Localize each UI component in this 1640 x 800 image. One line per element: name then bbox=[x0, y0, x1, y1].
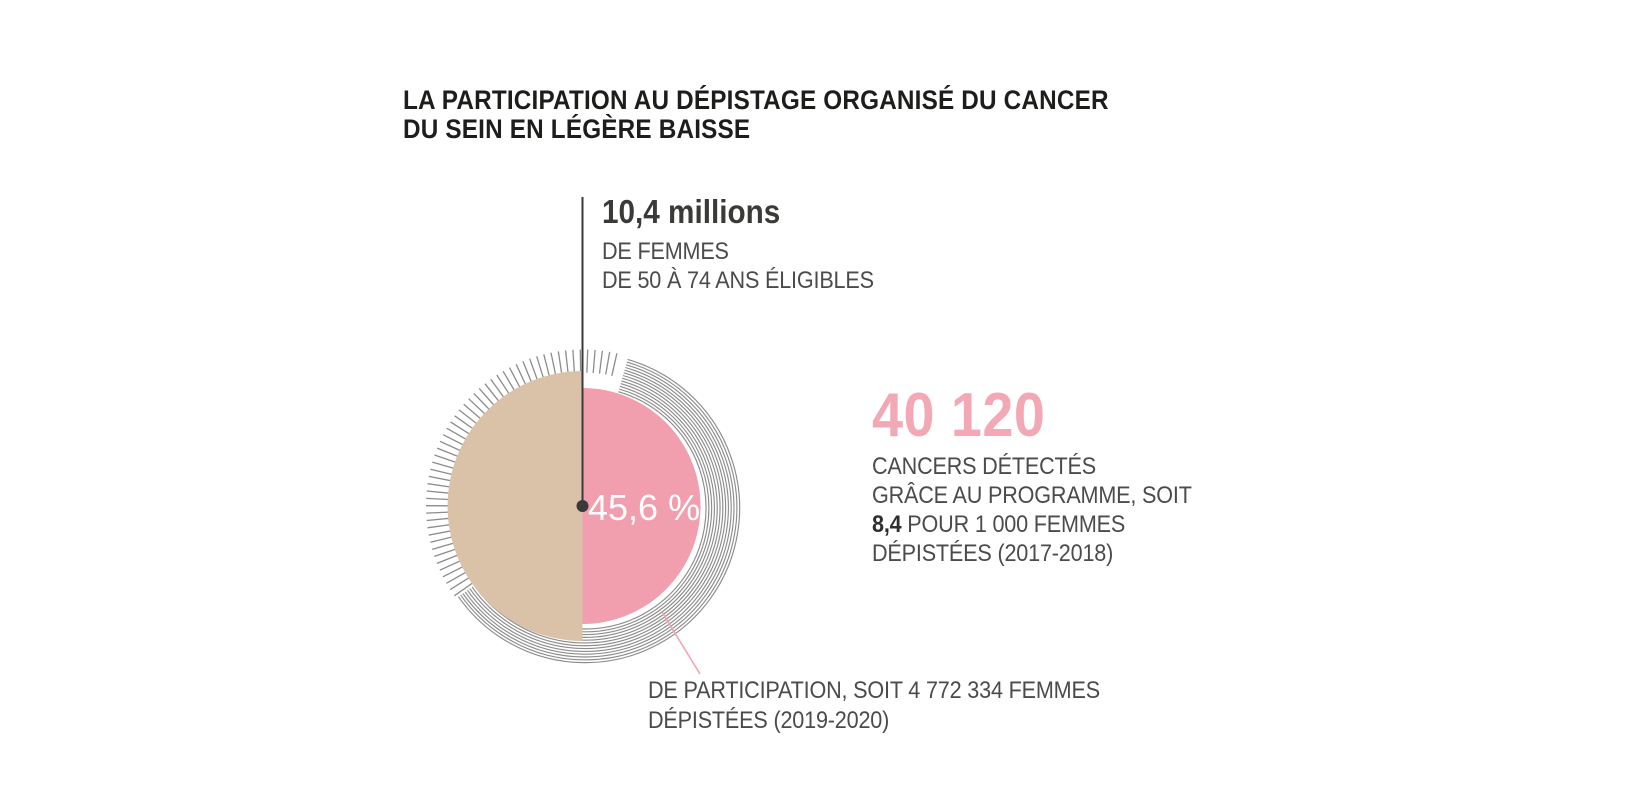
cancers-detected-block: 40 120 CANCERS DÉTECTÉS GRÂCE AU PROGRAM… bbox=[872, 381, 1376, 568]
cancers-detected-line-4: DÉPISTÉES (2017-2018) bbox=[872, 540, 1114, 567]
cancers-detected-value: 40 120 bbox=[872, 381, 1046, 450]
infographic-title: LA PARTICIPATION AU DÉPISTAGE ORGANISÉ D… bbox=[403, 86, 1213, 144]
cancers-detected-line-2: GRÂCE AU PROGRAMME, SOIT bbox=[872, 482, 1192, 509]
title-line-1: LA PARTICIPATION AU DÉPISTAGE ORGANISÉ D… bbox=[403, 85, 1109, 115]
pie-hatch-arcs-texture bbox=[457, 358, 741, 664]
participation-leader-line bbox=[661, 611, 701, 675]
title-line-2: DU SEIN EN LÉGÈRE BAISSE bbox=[403, 114, 751, 144]
pie-hatch-ticks-texture bbox=[425, 349, 618, 597]
pie-center-dot bbox=[576, 500, 589, 512]
pie-slice-participation bbox=[582, 388, 701, 624]
per-1000-rate-text: POUR 1 000 FEMMES bbox=[901, 511, 1126, 538]
eligible-women-value: 10,4 millions bbox=[602, 193, 781, 230]
per-1000-rate-value: 8,4 bbox=[872, 511, 902, 538]
eligible-women-block: 10,4 millions DE FEMMES DE 50 À 74 ANS É… bbox=[602, 194, 1070, 295]
cancers-detected-line-1: CANCERS DÉTECTÉS bbox=[872, 453, 1096, 480]
participation-caption-line-1: DE PARTICIPATION, SOIT 4 772 334 FEMMES bbox=[648, 677, 1100, 704]
pie-slice-non-participation bbox=[447, 371, 583, 641]
eligible-women-line-1: DE FEMMES bbox=[602, 238, 729, 265]
cancers-detected-line-3: 8,4 POUR 1 000 FEMMES bbox=[872, 510, 1376, 539]
participation-caption-line-2: DÉPISTÉES (2019-2020) bbox=[648, 707, 890, 734]
participation-caption-block: DE PARTICIPATION, SOIT 4 772 334 FEMMES … bbox=[648, 676, 1206, 736]
eligible-women-line-2: DE 50 À 74 ANS ÉLIGIBLES bbox=[602, 267, 874, 294]
participation-rate-label: 45,6 % bbox=[588, 487, 700, 528]
